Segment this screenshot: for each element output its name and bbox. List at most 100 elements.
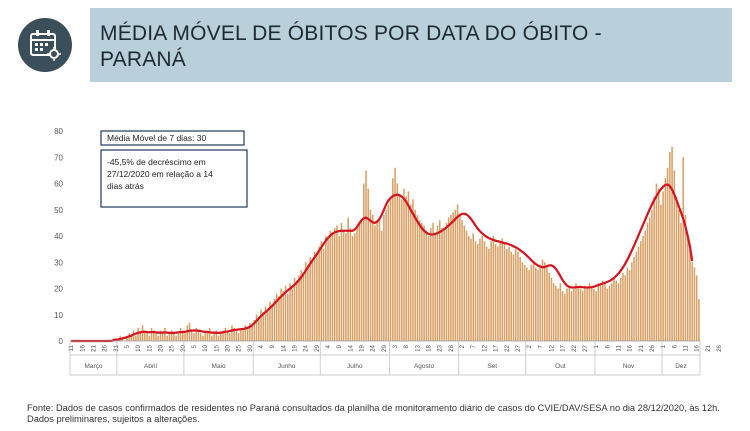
bar (358, 222, 361, 341)
bar (483, 241, 486, 341)
x-tick-label: 12 (481, 344, 488, 351)
bar (304, 262, 307, 341)
bar (497, 246, 499, 341)
bar (586, 288, 588, 341)
x-tick-label: 1 (660, 344, 667, 348)
bar (164, 327, 166, 341)
month-label: Julho (347, 363, 363, 370)
bar (695, 275, 698, 341)
bar (416, 215, 419, 341)
bar (302, 272, 305, 341)
bar (450, 215, 452, 341)
bar (552, 283, 555, 341)
x-tick-label: 24 (370, 344, 377, 351)
x-tick-label: 4 (258, 344, 265, 348)
bar (418, 220, 421, 341)
bar (456, 204, 459, 341)
bar (543, 262, 546, 341)
bar (130, 335, 133, 341)
bar (421, 222, 423, 341)
bar (374, 225, 376, 341)
bar (615, 280, 618, 341)
bar (318, 246, 320, 341)
x-tick-label: 22 (571, 344, 578, 351)
bar (505, 249, 508, 341)
bar (445, 222, 448, 341)
bar (599, 285, 602, 341)
bar (356, 225, 358, 341)
bar (537, 270, 539, 341)
bar (260, 309, 262, 341)
bar (228, 333, 231, 341)
x-tick-label: 21 (705, 344, 712, 351)
bar (266, 309, 269, 341)
bar (132, 330, 135, 341)
bar (588, 283, 591, 341)
bar (387, 204, 390, 341)
bar (669, 152, 671, 341)
bar (463, 225, 466, 341)
x-tick-label: 23 (437, 344, 444, 351)
bar (278, 296, 280, 341)
bar (412, 199, 414, 341)
bar (396, 183, 399, 341)
bar (137, 327, 139, 341)
bar (407, 191, 410, 341)
y-tick-label: 20 (54, 285, 63, 294)
x-tick-label: 13 (414, 344, 421, 351)
bar (693, 267, 696, 341)
title-banner: MÉDIA MÓVEL DE ÓBITOS POR DATA DO ÓBITO … (90, 8, 732, 82)
bar (244, 325, 247, 341)
bar (213, 333, 215, 341)
bar (376, 220, 378, 341)
y-tick-label: 30 (54, 258, 63, 267)
bar (572, 288, 575, 341)
bar (443, 230, 445, 341)
bar (371, 215, 374, 341)
bar (271, 304, 273, 341)
month-label: Março (84, 363, 102, 370)
bar (385, 209, 387, 341)
x-tick-label: 9 (336, 344, 343, 348)
x-tick-label: 14 (347, 344, 354, 351)
x-tick-label: 19 (292, 344, 299, 351)
bar (581, 291, 584, 341)
bar (403, 188, 405, 341)
x-tick-label: 29 (314, 344, 321, 351)
bar (686, 236, 689, 341)
bar (155, 333, 157, 341)
bar (307, 264, 309, 341)
bar (604, 283, 606, 341)
bar (170, 330, 173, 341)
bar (141, 325, 144, 341)
bar (680, 222, 682, 341)
bar (593, 288, 595, 341)
bar (202, 335, 204, 341)
bar (237, 333, 240, 341)
x-tick-label: 1 (593, 344, 600, 348)
bar (664, 178, 667, 341)
bar (249, 322, 251, 341)
x-tick-label: 25 (169, 344, 176, 351)
bar (322, 249, 325, 341)
moving-average-label: Média Móvel de 7 dias: 30 (107, 133, 206, 143)
bar (380, 230, 383, 341)
decrease-text-line: dias atrás (107, 181, 144, 191)
bar (447, 217, 450, 341)
bar (235, 330, 238, 341)
bar (175, 335, 177, 341)
bar (367, 188, 370, 341)
bar (231, 325, 233, 341)
bar (217, 335, 220, 341)
bar (666, 167, 669, 341)
bar (327, 238, 329, 341)
x-tick-label: 4 (325, 344, 332, 348)
bar (240, 327, 242, 341)
bar (161, 333, 164, 341)
bar (287, 293, 289, 341)
y-tick-label: 0 (59, 337, 64, 346)
bar (472, 233, 475, 341)
bar (282, 291, 285, 341)
bar (644, 230, 647, 341)
